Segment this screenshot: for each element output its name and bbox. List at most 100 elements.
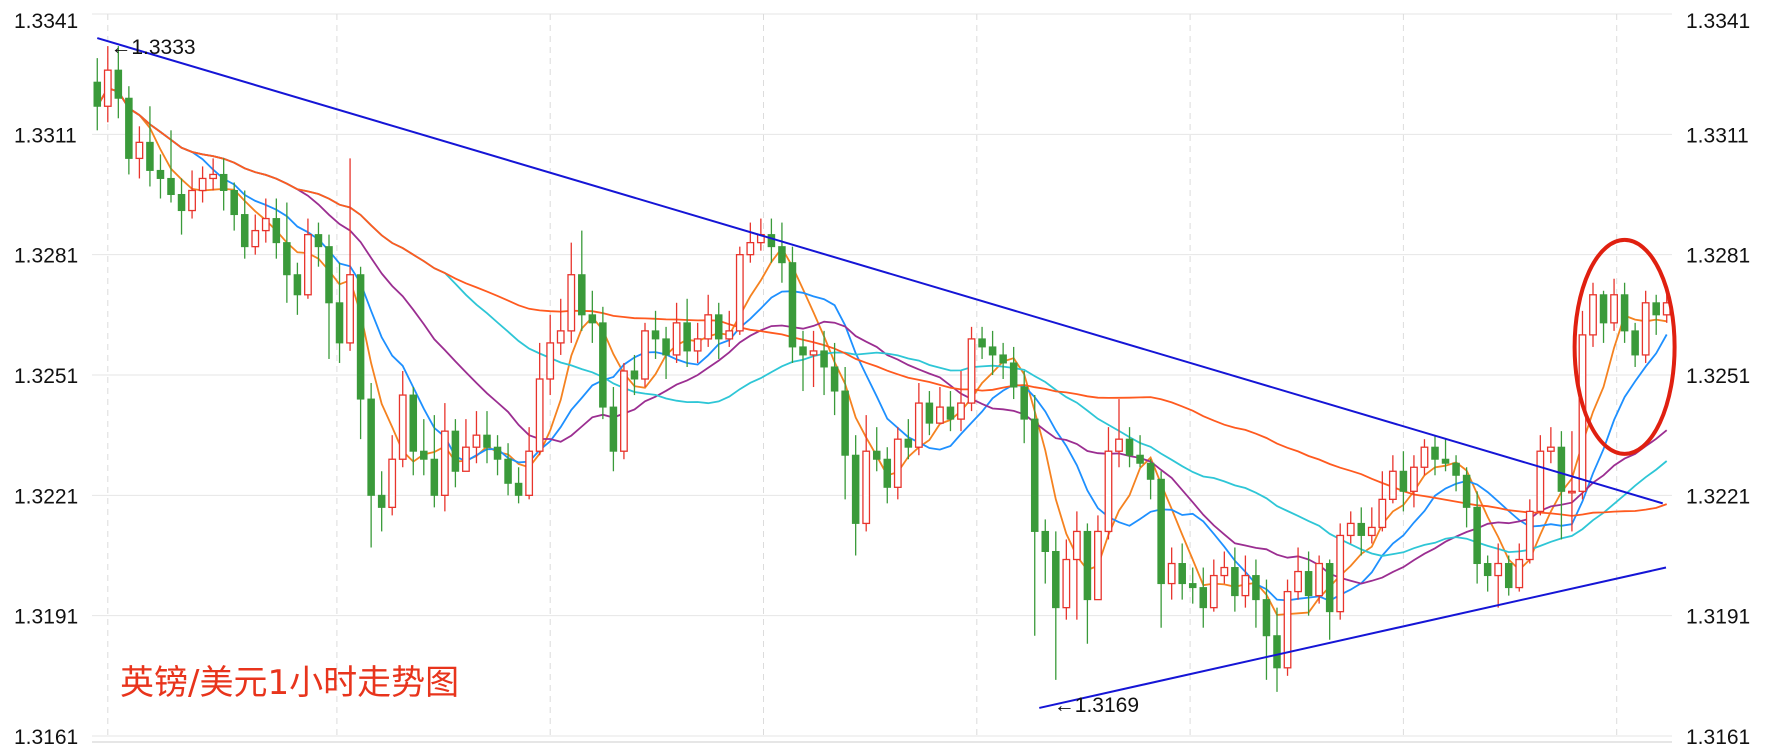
y-tick-label-right: 1.3221 [1686,485,1750,508]
candle-body-down [978,338,986,348]
candle-body-up [1220,566,1229,577]
candle [483,411,491,464]
annotation-high: ←1.3333 [110,36,195,59]
candle-body-down [1652,302,1660,316]
candle-body-up [1209,574,1218,609]
candle-body-down [1631,330,1639,356]
candle [1546,427,1555,464]
candle [904,419,913,460]
candle-body-down [1178,563,1186,585]
candle-body-up [1072,530,1081,561]
candle [957,370,965,432]
candle [1494,543,1503,608]
candle-body-up [1515,558,1524,589]
candle-body-down [1020,386,1028,420]
candle-body-up [1494,562,1503,577]
candle-body-up [304,233,312,296]
candle-body-down [683,322,691,352]
candle-body-up [672,322,681,356]
candle [493,435,502,476]
candle-body-down [504,458,512,484]
candle [799,330,807,392]
candle [914,383,923,456]
candle [1620,282,1629,343]
candle [809,330,818,388]
candle [936,387,944,424]
candle [1441,439,1450,472]
candle [219,158,228,211]
candle-body-down [1557,446,1566,492]
candle [1157,471,1165,628]
candle [230,182,238,231]
candle [1041,519,1050,584]
y-tick-label-right: 1.3161 [1686,726,1750,749]
candle [314,222,323,267]
candle [1462,467,1471,528]
candle-body-down [883,458,892,488]
candle-body-down [1083,530,1092,601]
candle [999,342,1007,380]
candle [261,198,270,243]
candle [367,383,375,548]
candle-body-up [1525,510,1534,561]
candle-body-down [1009,362,1018,388]
candle [967,326,976,412]
candle-body-down [662,338,670,356]
candle [578,230,586,331]
candle [1346,511,1355,544]
candle [1568,431,1576,532]
candle [462,419,470,472]
candle [893,427,902,500]
candle [767,218,776,263]
candle [1072,511,1081,620]
chart-title: 英镑/美元1小时走势图 [120,663,459,703]
candle-body-down [799,346,807,356]
candle [440,403,449,512]
candle-body-up [1283,590,1292,669]
candle [704,294,713,347]
candle [1083,523,1092,644]
candle [1094,515,1102,601]
candle [1188,567,1197,604]
candle-body-down [1252,575,1260,601]
candle-body-down [599,322,607,408]
candle [1431,435,1439,476]
candle-body-down [1052,550,1060,609]
highlight-circle [1572,237,1677,456]
candle-body-down [1136,454,1144,464]
ma20-line [96,87,1668,585]
candle-body-down [1431,446,1439,460]
candle [946,391,955,432]
candle [1020,370,1028,444]
candle [1589,282,1597,347]
candle-body-up [1315,562,1324,597]
candle [1209,559,1218,612]
candle-body-down [114,69,123,99]
y-tick-label-left: 1.3341 [14,10,78,33]
candle [1030,395,1039,636]
candle [1515,543,1524,592]
candle [283,202,291,303]
y-tick-label-left: 1.3281 [14,245,78,268]
candle-body-down [1473,506,1481,565]
candle [778,222,786,283]
candle-body-down [767,234,776,248]
candle-body-down [851,454,860,524]
candle-body-down [146,141,154,171]
candle [1525,499,1534,564]
candle-body-up [936,406,944,424]
y-tick-label-left: 1.3251 [14,365,78,388]
candle [1325,559,1334,640]
candle-body-up [893,438,902,488]
candle-body-down [988,346,997,356]
candle [1336,523,1345,620]
candle-body-down [778,246,786,264]
candle-body-down [367,398,375,496]
candle-body-up [693,338,702,352]
candle [272,198,281,259]
candle-body-down [325,246,333,304]
candle [1220,551,1229,584]
candle-body-down [156,169,165,179]
y-tick-label-right: 1.3311 [1686,124,1749,147]
